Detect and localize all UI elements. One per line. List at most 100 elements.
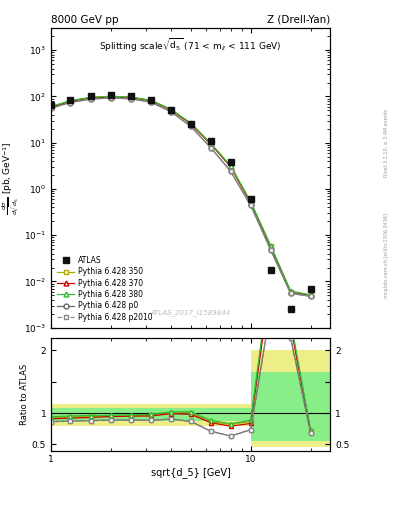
Pythia 6.428 370 bbox=[268, 244, 273, 250]
Pythia 6.428 380 bbox=[109, 93, 114, 99]
Pythia 6.428 p0 bbox=[288, 290, 293, 296]
Line: Pythia 6.428 370: Pythia 6.428 370 bbox=[49, 94, 313, 298]
ATLAS bbox=[188, 120, 193, 126]
Pythia 6.428 350 bbox=[149, 97, 153, 103]
Pythia 6.428 380 bbox=[288, 288, 293, 294]
Pythia 6.428 370 bbox=[208, 141, 213, 147]
Line: Pythia 6.428 350: Pythia 6.428 350 bbox=[49, 94, 313, 298]
Pythia 6.428 p0 bbox=[208, 144, 213, 151]
Pythia 6.428 380 bbox=[228, 163, 233, 169]
Pythia 6.428 350 bbox=[88, 94, 93, 100]
ATLAS bbox=[208, 138, 213, 144]
Pythia 6.428 p2010 bbox=[248, 202, 253, 208]
Pythia 6.428 350 bbox=[129, 94, 133, 100]
ATLAS bbox=[149, 97, 153, 103]
Pythia 6.428 350 bbox=[169, 106, 173, 113]
ATLAS bbox=[109, 92, 114, 98]
Text: 8000 GeV pp: 8000 GeV pp bbox=[51, 14, 119, 25]
ATLAS bbox=[228, 159, 233, 165]
ATLAS bbox=[49, 102, 53, 108]
Pythia 6.428 p0 bbox=[169, 109, 173, 115]
Pythia 6.428 p0 bbox=[268, 247, 273, 253]
Pythia 6.428 p2010 bbox=[308, 293, 313, 299]
Pythia 6.428 370 bbox=[288, 289, 293, 295]
Legend: ATLAS, Pythia 6.428 350, Pythia 6.428 370, Pythia 6.428 380, Pythia 6.428 p0, Py: ATLAS, Pythia 6.428 350, Pythia 6.428 37… bbox=[55, 254, 155, 324]
ATLAS bbox=[268, 267, 273, 273]
Pythia 6.428 350 bbox=[248, 199, 253, 205]
Pythia 6.428 370 bbox=[169, 106, 173, 113]
Pythia 6.428 380 bbox=[268, 243, 273, 249]
Pythia 6.428 380 bbox=[149, 97, 153, 103]
Pythia 6.428 380 bbox=[308, 292, 313, 298]
Pythia 6.428 350 bbox=[208, 141, 213, 147]
ATLAS bbox=[288, 306, 293, 312]
Pythia 6.428 370 bbox=[248, 200, 253, 206]
Pythia 6.428 p0 bbox=[308, 293, 313, 299]
ATLAS bbox=[68, 97, 73, 103]
Pythia 6.428 380 bbox=[49, 103, 53, 110]
Pythia 6.428 350 bbox=[308, 292, 313, 298]
Pythia 6.428 p0 bbox=[228, 168, 233, 175]
Pythia 6.428 370 bbox=[68, 98, 73, 104]
Text: Splitting scale$\sqrt{\mathrm{d}_5}$ (71 < m$_{ll}$ < 111 GeV): Splitting scale$\sqrt{\mathrm{d}_5}$ (71… bbox=[99, 37, 282, 54]
Line: ATLAS: ATLAS bbox=[48, 92, 314, 312]
ATLAS bbox=[129, 93, 133, 99]
Pythia 6.428 p2010 bbox=[109, 95, 114, 101]
Pythia 6.428 p2010 bbox=[169, 109, 173, 115]
ATLAS bbox=[88, 93, 93, 99]
Pythia 6.428 p0 bbox=[88, 96, 93, 102]
Pythia 6.428 380 bbox=[129, 94, 133, 100]
Pythia 6.428 370 bbox=[88, 95, 93, 101]
Pythia 6.428 p2010 bbox=[49, 105, 53, 111]
Pythia 6.428 350 bbox=[109, 93, 114, 99]
Pythia 6.428 370 bbox=[109, 94, 114, 100]
Pythia 6.428 350 bbox=[268, 243, 273, 249]
Pythia 6.428 p2010 bbox=[129, 96, 133, 102]
Y-axis label: $\frac{d\sigma}{d\sqrt{d_5}}\ \mathrm{[pb,GeV^{-1}]}$: $\frac{d\sigma}{d\sqrt{d_5}}\ \mathrm{[p… bbox=[1, 141, 21, 215]
Pythia 6.428 370 bbox=[188, 121, 193, 127]
Pythia 6.428 p2010 bbox=[68, 99, 73, 105]
Pythia 6.428 350 bbox=[288, 289, 293, 295]
X-axis label: sqrt{d_5} [GeV]: sqrt{d_5} [GeV] bbox=[151, 467, 231, 478]
ATLAS bbox=[248, 196, 253, 202]
Pythia 6.428 370 bbox=[129, 94, 133, 100]
Pythia 6.428 380 bbox=[208, 140, 213, 146]
Pythia 6.428 380 bbox=[188, 120, 193, 126]
Pythia 6.428 380 bbox=[169, 106, 173, 112]
Pythia 6.428 p2010 bbox=[228, 168, 233, 175]
Pythia 6.428 p2010 bbox=[88, 96, 93, 102]
Pythia 6.428 350 bbox=[68, 98, 73, 104]
Pythia 6.428 p0 bbox=[149, 99, 153, 105]
Line: Pythia 6.428 380: Pythia 6.428 380 bbox=[49, 94, 313, 297]
Pythia 6.428 p0 bbox=[188, 123, 193, 130]
Pythia 6.428 p0 bbox=[109, 95, 114, 101]
Pythia 6.428 350 bbox=[188, 120, 193, 126]
Pythia 6.428 370 bbox=[49, 104, 53, 110]
Pythia 6.428 p0 bbox=[49, 105, 53, 111]
Pythia 6.428 p0 bbox=[68, 99, 73, 105]
Pythia 6.428 380 bbox=[248, 199, 253, 205]
Pythia 6.428 380 bbox=[68, 98, 73, 104]
ATLAS bbox=[308, 286, 313, 292]
Text: ATLAS_2017_I1589844: ATLAS_2017_I1589844 bbox=[151, 309, 231, 316]
Pythia 6.428 p2010 bbox=[188, 123, 193, 130]
Line: Pythia 6.428 p2010: Pythia 6.428 p2010 bbox=[49, 96, 313, 298]
Text: Z (Drell-Yan): Z (Drell-Yan) bbox=[267, 14, 330, 25]
Text: mcplots.cern.ch [arXiv:1306.3436]: mcplots.cern.ch [arXiv:1306.3436] bbox=[384, 214, 389, 298]
Pythia 6.428 380 bbox=[88, 94, 93, 100]
Line: Pythia 6.428 p0: Pythia 6.428 p0 bbox=[49, 96, 313, 298]
Pythia 6.428 370 bbox=[149, 98, 153, 104]
Pythia 6.428 350 bbox=[228, 163, 233, 169]
Pythia 6.428 370 bbox=[228, 164, 233, 170]
Text: Rivet 3.1.10, ≥ 3.4M events: Rivet 3.1.10, ≥ 3.4M events bbox=[384, 109, 389, 178]
Pythia 6.428 370 bbox=[308, 292, 313, 298]
Pythia 6.428 p0 bbox=[248, 202, 253, 208]
Y-axis label: Ratio to ATLAS: Ratio to ATLAS bbox=[20, 364, 29, 425]
Pythia 6.428 p2010 bbox=[149, 99, 153, 105]
Pythia 6.428 p2010 bbox=[268, 247, 273, 253]
Pythia 6.428 350 bbox=[49, 103, 53, 110]
Pythia 6.428 p2010 bbox=[208, 144, 213, 151]
Pythia 6.428 p2010 bbox=[288, 290, 293, 296]
ATLAS bbox=[169, 106, 173, 113]
Pythia 6.428 p0 bbox=[129, 96, 133, 102]
